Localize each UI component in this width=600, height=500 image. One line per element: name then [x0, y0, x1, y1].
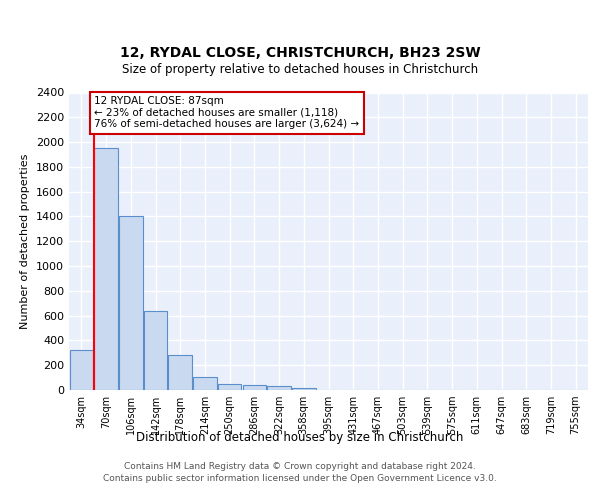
Bar [292, 388, 316, 390]
Bar [242, 385, 266, 390]
Bar [169, 356, 192, 390]
Y-axis label: Number of detached properties: Number of detached properties [20, 154, 31, 329]
Bar [193, 377, 217, 390]
Bar [119, 216, 143, 390]
Bar [218, 384, 241, 390]
Bar [94, 148, 118, 390]
Bar [144, 310, 167, 390]
Text: Distribution of detached houses by size in Christchurch: Distribution of detached houses by size … [136, 431, 464, 444]
Text: 12, RYDAL CLOSE, CHRISTCHURCH, BH23 2SW: 12, RYDAL CLOSE, CHRISTCHURCH, BH23 2SW [119, 46, 481, 60]
Text: Contains HM Land Registry data © Crown copyright and database right 2024.
Contai: Contains HM Land Registry data © Crown c… [103, 462, 497, 483]
Text: 12 RYDAL CLOSE: 87sqm
← 23% of detached houses are smaller (1,118)
76% of semi-d: 12 RYDAL CLOSE: 87sqm ← 23% of detached … [94, 96, 359, 130]
Bar [70, 350, 93, 390]
Text: Size of property relative to detached houses in Christchurch: Size of property relative to detached ho… [122, 64, 478, 76]
Bar [268, 386, 291, 390]
